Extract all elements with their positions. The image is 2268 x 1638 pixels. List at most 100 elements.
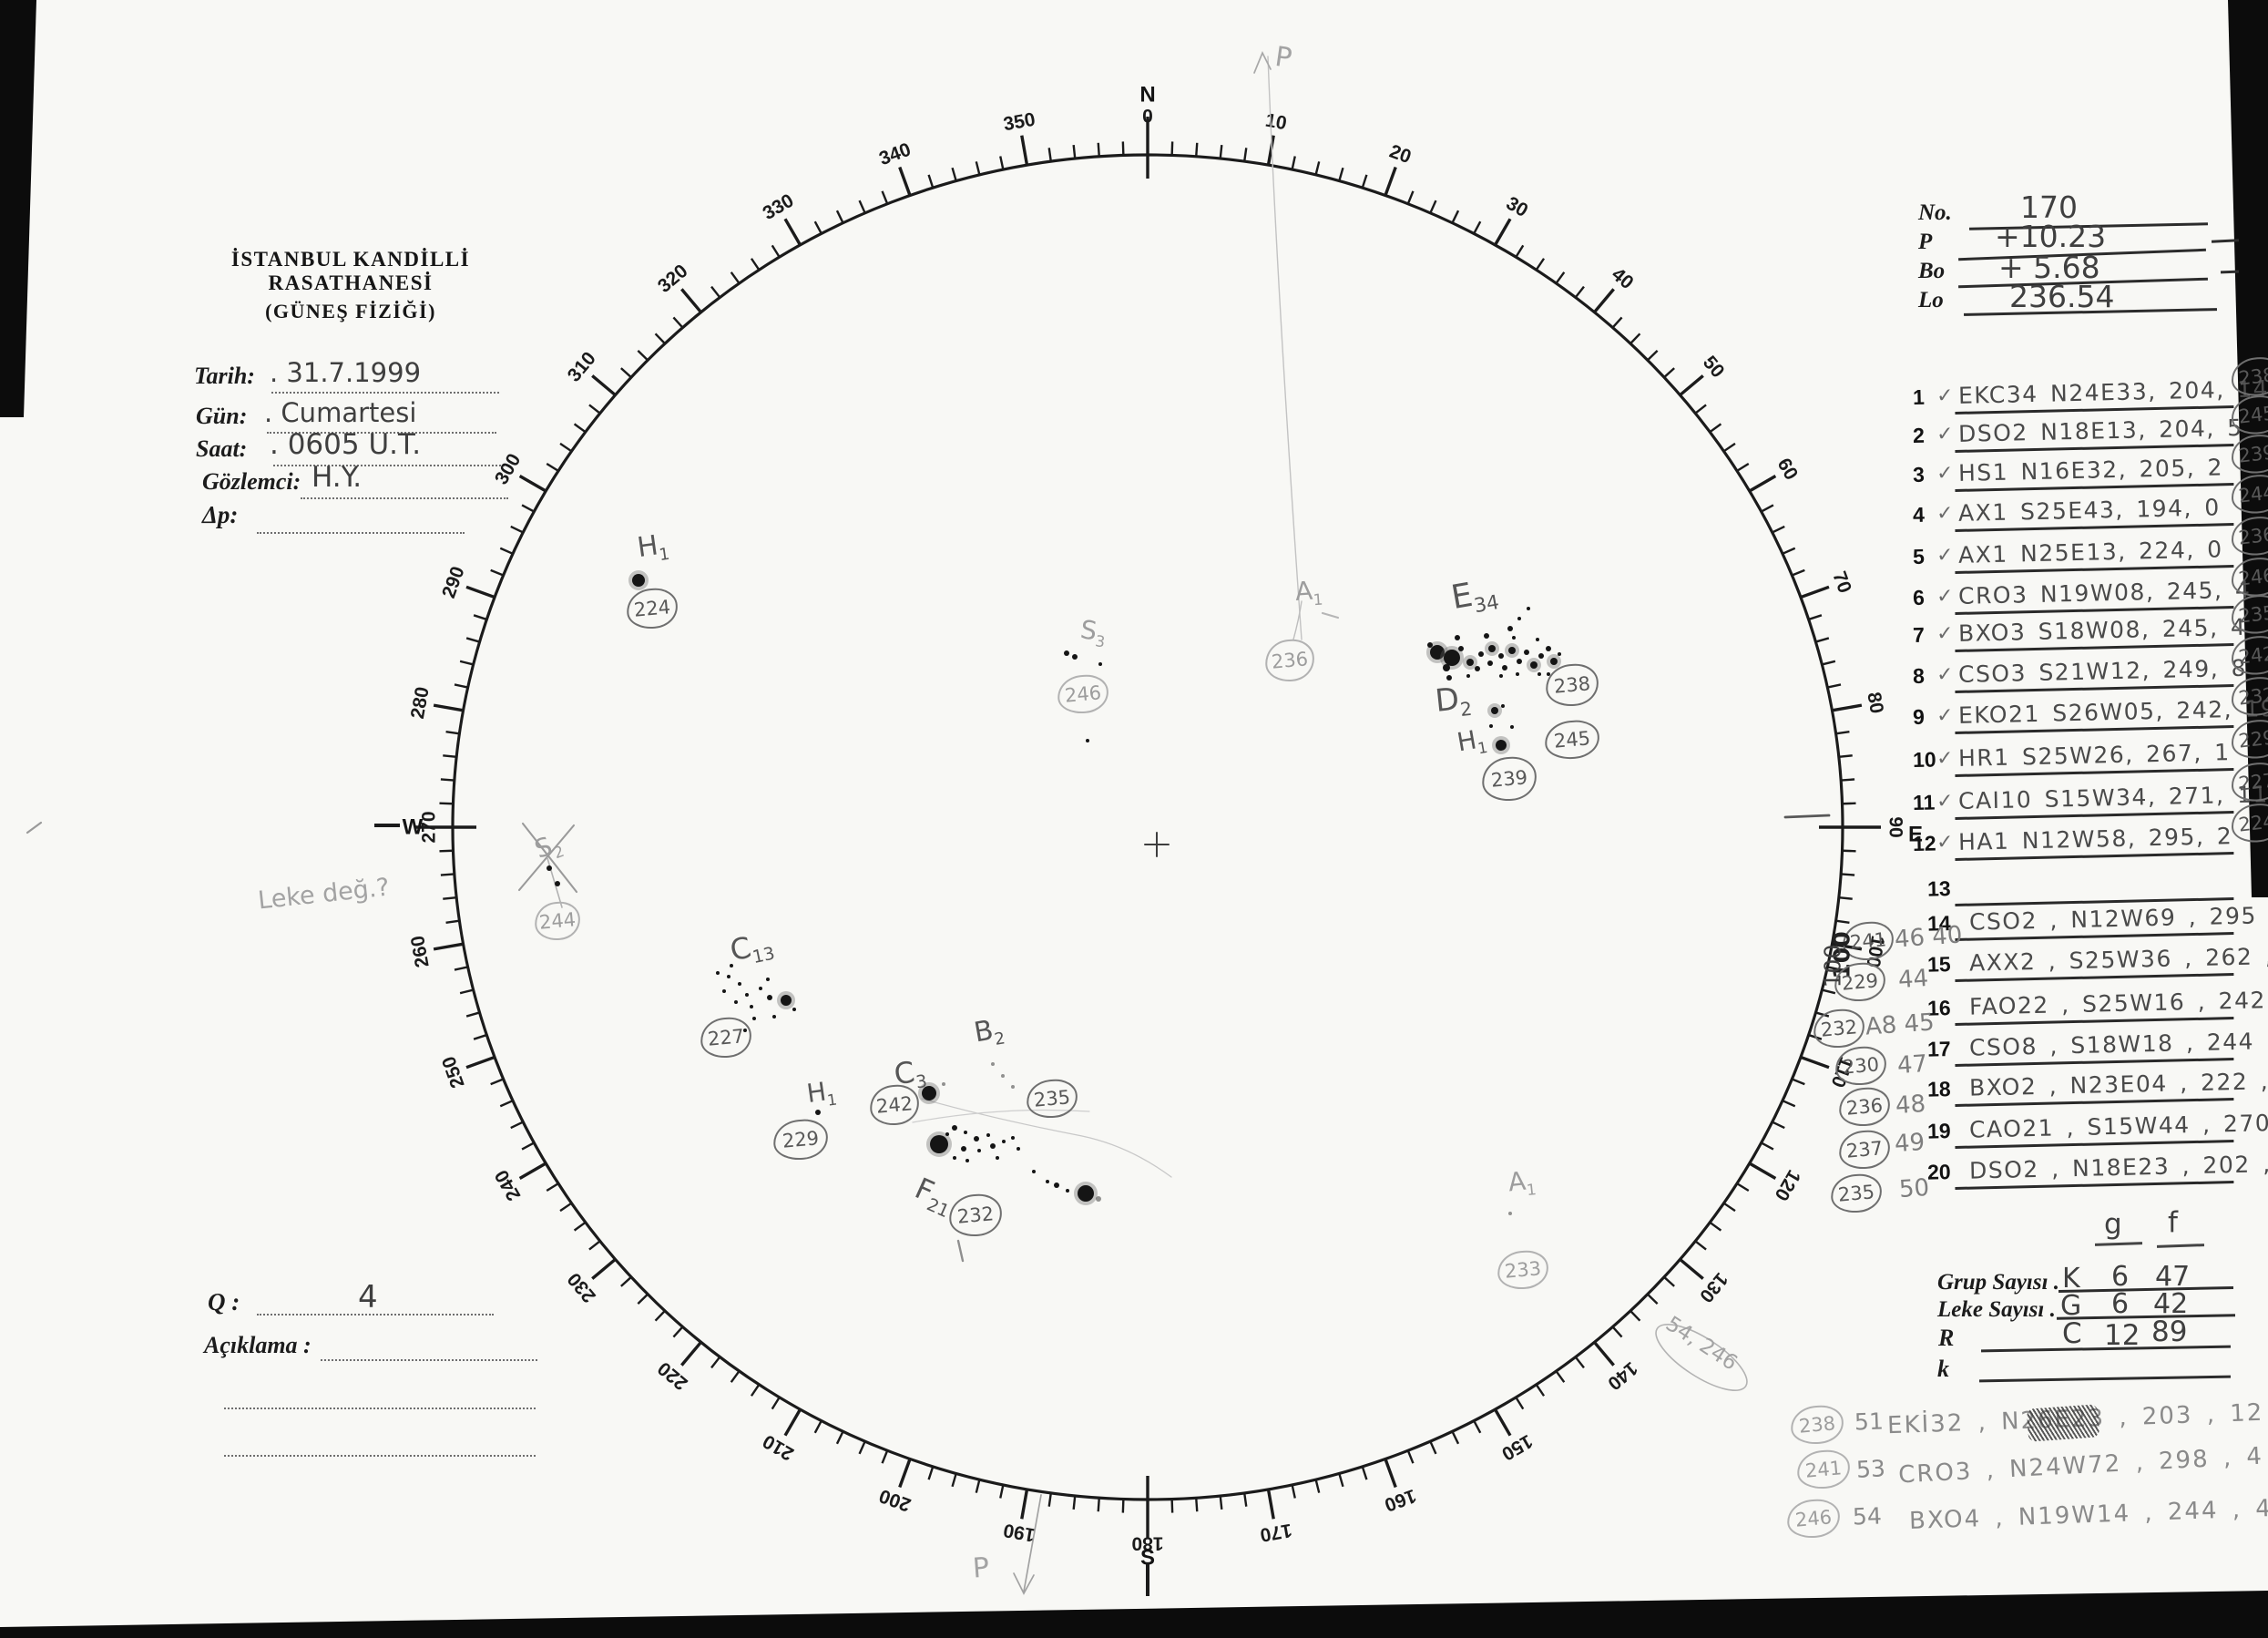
sunspot: [772, 1015, 776, 1019]
pencil-mark: [912, 1109, 1090, 1123]
sunspot: [1524, 650, 1529, 655]
degree-tick: [1791, 1078, 1805, 1086]
sunspot: [1508, 647, 1516, 654]
degree-tick: [1838, 896, 1853, 900]
degree-tick: [1121, 141, 1125, 156]
pencil-mark: [1321, 611, 1340, 619]
degree-tick: [881, 190, 889, 205]
degree-tick: [1243, 1492, 1248, 1507]
degree-tick: [1694, 404, 1707, 415]
sunspot: [1536, 638, 1539, 641]
sunspot: [1478, 651, 1484, 657]
sunspot: [1507, 626, 1513, 631]
degree-tick: [1736, 462, 1750, 472]
pencil-mark: [921, 1098, 1172, 1178]
degree-tick: [672, 316, 684, 329]
sunspot: [964, 1131, 967, 1134]
degree-label: 230: [564, 1268, 600, 1306]
cardinal-letter-E: E: [1908, 823, 1923, 847]
row-entry: AXX2 , S25W36 , 262 , 1: [1968, 942, 2268, 977]
extra-row-number: 53: [1855, 1455, 1886, 1483]
degree-tick: [1097, 1498, 1100, 1512]
degree-tick: [1047, 148, 1052, 162]
degree-label: 350: [1002, 109, 1037, 136]
degree-tick: [783, 1408, 802, 1437]
degree-tick: [1121, 1499, 1125, 1513]
row-number: 6: [1912, 585, 1926, 610]
row-entry: FAO22 , S25W16 , 242 , 18: [1968, 986, 2268, 1020]
pencil-mark: [1292, 600, 1303, 640]
degree-label: 210: [760, 1430, 798, 1464]
sunspot: [1064, 650, 1069, 656]
row-entry: CAO21 , S15W44 , 270 , 11: [1968, 1109, 2268, 1143]
degree-tick: [1555, 271, 1566, 284]
sunspot: [965, 1159, 969, 1162]
sunspot: [1517, 617, 1521, 620]
degree-label: 290: [438, 564, 469, 601]
degree-tick: [1827, 683, 1842, 689]
row-number: 2: [1912, 423, 1926, 448]
aciklama-label: Açıklama :: [204, 1332, 312, 1358]
degree-tick: [620, 367, 632, 379]
degree-label: 60: [1773, 455, 1803, 484]
degree-tick: [1219, 1495, 1223, 1510]
field-value-gozlemci: H.Y.: [312, 461, 363, 494]
degree-tick: [1451, 1430, 1460, 1445]
row-entry: CSO2 , N12W69 , 295 , 8: [1968, 901, 2268, 936]
degree-tick: [591, 374, 617, 396]
field-line-tarih: [271, 392, 499, 394]
degree-tick: [439, 849, 454, 853]
degree-label: 70: [1828, 568, 1855, 596]
row-entry: BXO2 , N23E04 , 222 , 6: [1968, 1067, 2268, 1101]
degree-tick: [1663, 1275, 1675, 1287]
degree-tick: [440, 778, 455, 782]
degree-tick: [521, 504, 535, 513]
degree-tick: [1722, 1202, 1736, 1213]
degree-tick: [1761, 1141, 1774, 1151]
sunspot: [716, 971, 720, 975]
solar-disk-limb: [451, 153, 1844, 1501]
sunspot: [1491, 707, 1498, 714]
degree-tick: [1808, 1033, 1823, 1040]
degree-tick: [1748, 1162, 1777, 1180]
row-entry: CSO3 S21W12, 249, 8: [1957, 654, 2248, 688]
degree-tick: [1361, 1466, 1368, 1480]
row-checkmark: ✓: [1936, 831, 1954, 855]
sunspot: [1538, 672, 1541, 676]
sunspot: [1078, 1185, 1094, 1202]
sunspot: [1466, 674, 1470, 678]
row-entry: AX1 S25E43, 194, 0: [1957, 494, 2222, 527]
sunspot: [815, 1110, 821, 1115]
totals-label-k: k: [1937, 1356, 1949, 1382]
group-label-H1b: H1: [804, 1076, 839, 1110]
degree-label: 80: [1863, 691, 1887, 715]
degree-label: 220: [654, 1357, 692, 1394]
degree-tick: [459, 660, 474, 666]
sunspot: [1086, 739, 1089, 742]
degree-tick: [730, 271, 741, 284]
field-line-gozlemci: [301, 497, 508, 499]
sunspot: [781, 995, 792, 1006]
degree-tick: [1170, 141, 1174, 156]
sunspot: [1466, 659, 1474, 666]
eph-label-lo: Lo: [1918, 288, 1944, 312]
cardinal-letter-N: N: [1139, 83, 1155, 107]
degree-tick: [1663, 367, 1675, 379]
totals-grup-k: K: [2062, 1263, 2080, 1295]
cardinal-letter-S: S: [1140, 1546, 1155, 1571]
eph-label-no: No.: [1918, 200, 1952, 225]
sunspot: [1455, 635, 1460, 640]
degree-tick: [559, 1202, 573, 1213]
row-checkmark: ✓: [1936, 704, 1954, 728]
observatory-header: İSTANBUL KANDİLLİ RASATHANESİ (GÜNEŞ FİZ…: [155, 248, 547, 323]
degree-tick: [1822, 660, 1836, 666]
sunspot: [1032, 1170, 1036, 1173]
degree-label: 20: [1386, 141, 1414, 169]
degree-label: 130: [1695, 1268, 1732, 1306]
q-line: [257, 1314, 494, 1316]
aciklama-line-2: [224, 1408, 536, 1409]
degree-tick: [443, 896, 457, 900]
sunspot: [1427, 642, 1433, 648]
degree-tick: [1611, 1326, 1623, 1338]
sunspot: [738, 982, 741, 986]
